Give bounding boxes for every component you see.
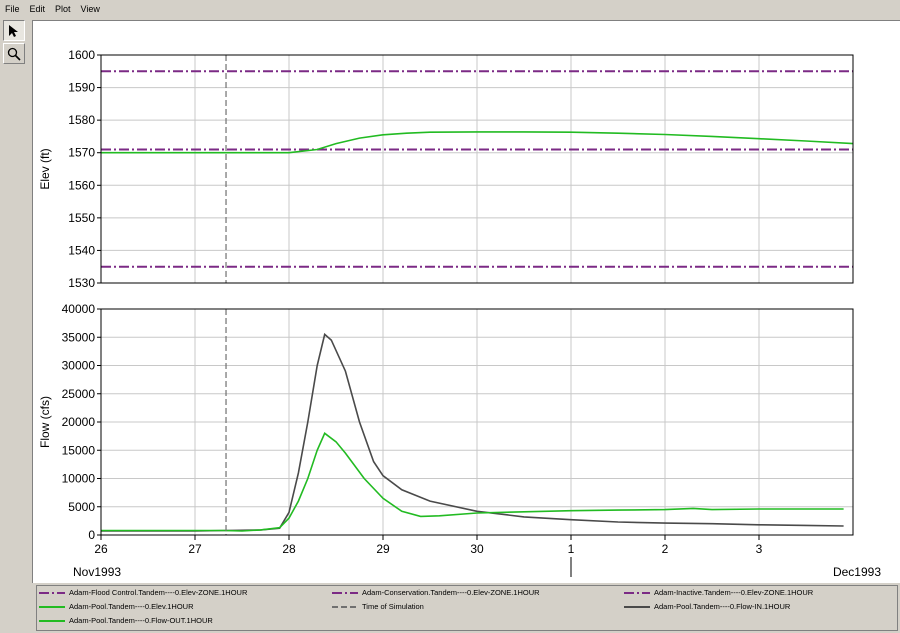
y-tick-label: 15000 xyxy=(62,443,96,457)
x-month-label: Dec1993 xyxy=(833,565,881,579)
legend-label: Adam-Pool.Tandem----0.Flow-IN.1HOUR xyxy=(654,602,791,611)
y-tick-label: 30000 xyxy=(62,359,96,373)
x-tick-label: 2 xyxy=(662,542,669,556)
legend-item: Time of Simulation xyxy=(332,602,424,611)
tool-palette xyxy=(3,20,29,580)
y-tick-label: 35000 xyxy=(62,330,96,344)
legend-swatch xyxy=(39,619,65,622)
y-tick-label: 1530 xyxy=(68,276,95,290)
y-tick-label: 1580 xyxy=(68,113,95,127)
x-tick-label: 26 xyxy=(94,542,108,556)
pointer-tool-button[interactable] xyxy=(3,20,25,41)
y-tick-label: 25000 xyxy=(62,387,96,401)
legend-swatch xyxy=(332,591,358,594)
x-tick-label: 27 xyxy=(188,542,202,556)
zoom-icon xyxy=(7,47,21,61)
legend-label: Adam-Inactive.Tandem----0.Elev-ZONE.1HOU… xyxy=(654,588,814,597)
y-tick-label: 1540 xyxy=(68,243,95,257)
series-line xyxy=(101,131,854,154)
legend-swatch xyxy=(39,605,65,608)
plot-frame xyxy=(100,54,854,284)
x-tick-label: 29 xyxy=(376,542,390,556)
legend-item: Adam-Conservation.Tandem----0.Elev-ZONE.… xyxy=(332,588,540,597)
legend-item: Adam-Pool.Tandem----0.Flow-IN.1HOUR xyxy=(624,602,790,611)
legend-swatch xyxy=(624,605,650,608)
elevation-plot: 1530 1540 1550 1560 1570 1580 1590 1600 Elev (ft… xyxy=(38,48,854,290)
menu-view[interactable]: View xyxy=(80,3,100,14)
x-tick-label: 28 xyxy=(282,542,296,556)
flow-plot: 0 5000 10000 15000 20000 25000 30000 35000 40000… xyxy=(38,302,881,579)
legend-label: Time of Simulation xyxy=(362,602,424,611)
menu-plot[interactable]: Plot xyxy=(55,3,71,14)
y-tick-label: 10000 xyxy=(62,472,96,486)
legend-swatch xyxy=(332,605,358,608)
y-tick-label: 1550 xyxy=(68,211,95,225)
chart-panel: 1530 1540 1550 1560 1570 1580 1590 1600 Elev (ft… xyxy=(32,20,900,583)
y-tick-label: 1590 xyxy=(68,81,95,95)
y-tick-label: 20000 xyxy=(62,415,96,429)
chart-canvas: 1530 1540 1550 1560 1570 1580 1590 1600 Elev (ft… xyxy=(38,48,881,579)
series-line xyxy=(101,332,844,532)
legend-item: Adam-Inactive.Tandem----0.Elev-ZONE.1HOU… xyxy=(624,588,813,597)
legend-swatch xyxy=(624,591,650,594)
y-tick-label: 1570 xyxy=(68,146,95,160)
x-tick-label: 1 xyxy=(568,542,575,556)
legend-item: Adam-Pool.Tandem----0.Elev.1HOUR xyxy=(39,602,193,611)
menu-edit[interactable]: Edit xyxy=(29,3,46,14)
legend-label: Adam-Pool.Tandem----0.Elev.1HOUR xyxy=(69,602,194,611)
legend-label: Adam-Pool.Tandem----0.Flow-OUT.1HOUR xyxy=(69,616,213,625)
y-tick-label: 1560 xyxy=(68,178,95,192)
legend-item: Adam-Flood Control.Tandem----0.Elev-ZONE… xyxy=(39,588,247,597)
x-month-label: Nov1993 xyxy=(73,565,121,579)
pointer-icon xyxy=(9,24,18,37)
menu-file[interactable]: File xyxy=(5,3,20,14)
y-tick-label: 0 xyxy=(88,528,95,542)
y-tick-label: 5000 xyxy=(68,500,95,514)
legend-label: Adam-Flood Control.Tandem----0.Elev-ZONE… xyxy=(69,588,248,597)
legend-item: Adam-Pool.Tandem----0.Flow-OUT.1HOUR xyxy=(39,616,213,625)
legend-swatch xyxy=(39,591,65,594)
legend-label: Adam-Conservation.Tandem----0.Elev-ZONE.… xyxy=(362,588,540,597)
legend: Adam-Flood Control.Tandem----0.Elev-ZONE… xyxy=(36,585,898,631)
y-axis-label: Flow (cfs) xyxy=(38,396,52,448)
y-axis-label: Elev (ft) xyxy=(38,148,52,189)
zoom-tool-button[interactable] xyxy=(3,43,25,64)
y-tick-label: 40000 xyxy=(62,302,96,316)
series-line xyxy=(101,432,844,532)
menu-bar: File Edit Plot View xyxy=(0,0,900,17)
x-tick-label: 30 xyxy=(470,542,484,556)
x-tick-label: 3 xyxy=(756,542,763,556)
y-tick-label: 1600 xyxy=(68,48,95,62)
